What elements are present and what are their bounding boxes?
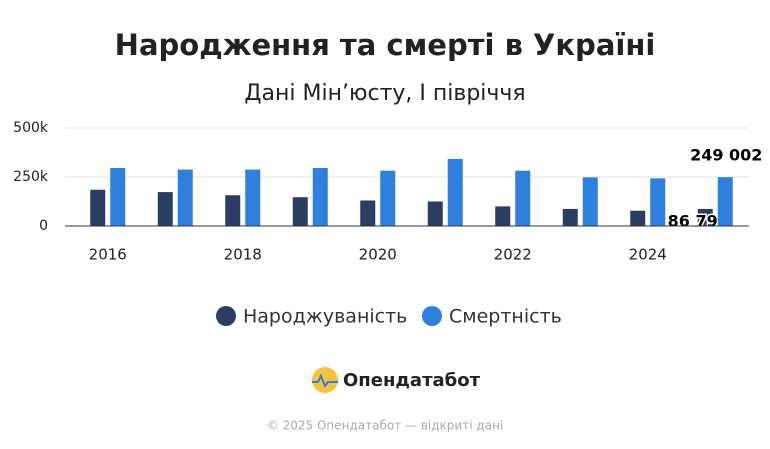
bar: [717, 177, 733, 226]
logo-text: Опендатабот: [343, 370, 481, 391]
bar: [157, 192, 173, 226]
logo: Опендатабот: [312, 367, 481, 393]
footer: © 2025 Опендатабот — відкриті дані: [267, 419, 503, 433]
logo-pulse: [312, 373, 338, 389]
x-tick-label: 2022: [494, 246, 532, 264]
bar: [447, 158, 463, 226]
bar: [630, 210, 646, 226]
bar: [495, 206, 511, 226]
bar: [225, 195, 241, 226]
bar: [110, 167, 126, 226]
legend-label: Смертність: [449, 306, 562, 328]
logo-icon: [312, 367, 338, 393]
bar: [697, 208, 713, 226]
legend-swatch: [216, 306, 236, 326]
x-tick-label: 2018: [224, 246, 262, 264]
bar: [380, 170, 396, 226]
bar: [245, 169, 261, 226]
y-tick-label: 0: [39, 218, 48, 234]
bar: [562, 208, 578, 226]
x-tick-label: 2024: [629, 246, 667, 264]
bar: [360, 200, 376, 226]
chart-title: Народження та смерті в Україні: [115, 28, 656, 62]
x-tick-label: 2016: [89, 246, 127, 264]
legend-label: Народжуваність: [243, 306, 407, 328]
y-tick-label: 250k: [13, 169, 49, 185]
y-tick-label: 500k: [13, 120, 49, 136]
bar: [650, 178, 666, 226]
value-label: 249 002: [690, 146, 762, 165]
bar: [292, 197, 308, 226]
bar: [177, 169, 193, 226]
bar: [427, 201, 443, 226]
bar: [515, 170, 531, 226]
legend-swatch: [422, 306, 442, 326]
x-tick-label: 2020: [359, 246, 397, 264]
bar: [312, 167, 328, 226]
chart-subtitle: Дані Мін’юсту, І півріччя: [244, 81, 525, 106]
bar: [90, 189, 106, 226]
bar: [582, 177, 598, 226]
